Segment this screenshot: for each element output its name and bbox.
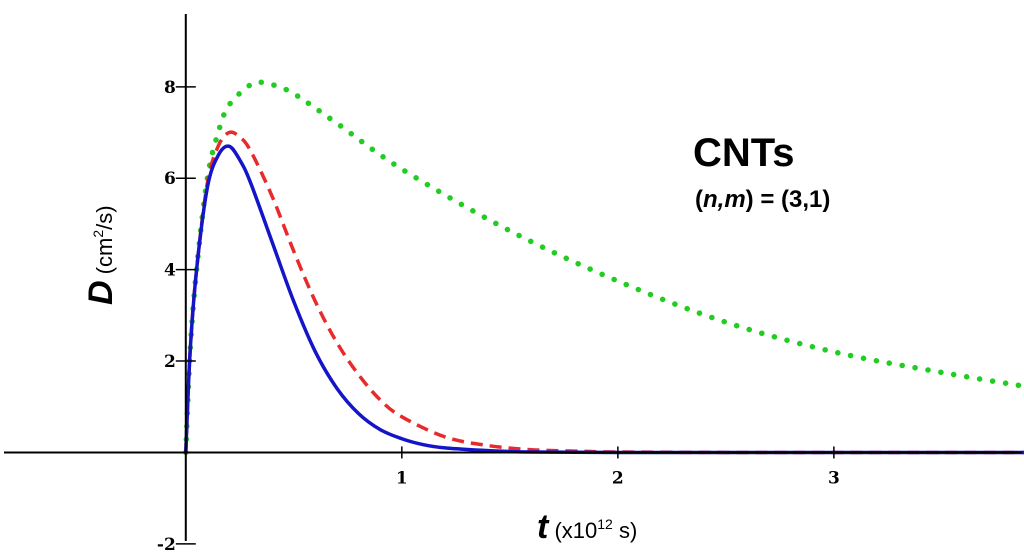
y-tick-label: 6 [164, 169, 176, 189]
y-tick-label: 4 [164, 261, 176, 281]
x-axis-unit-pre: (x10 [548, 518, 597, 543]
subtitle-eq: = (3,1) [754, 186, 831, 213]
y-axis-unit-pre: (cm [92, 238, 117, 281]
series-line-solid [184, 144, 1024, 455]
y-tick-label: -2 [157, 535, 176, 553]
subtitle-var: n,m [703, 186, 746, 213]
chart-title: CNTs [693, 131, 794, 175]
x-tick-label: 3 [828, 468, 840, 488]
y-axis-unit-post: /s) [92, 205, 117, 229]
y-tick-label: 2 [164, 352, 176, 372]
y-axis-var: D [82, 280, 120, 305]
series-line-dotted [183, 79, 1024, 456]
y-axis-label: D (cm2/s) [82, 205, 120, 305]
y-axis-unit-sup: 2 [90, 230, 106, 238]
x-axis-unit-post: s) [613, 518, 637, 543]
x-tick-label: 2 [612, 468, 624, 488]
x-tick-label: 1 [396, 468, 408, 488]
chart-subtitle: (n,m) = (3,1) [695, 186, 830, 213]
y-tick-label: 8 [164, 78, 176, 98]
x-axis-label: t (x1012 s) [537, 508, 637, 546]
x-axis-unit-sup: 12 [597, 516, 613, 532]
x-axis-var: t [537, 508, 550, 546]
series-line-dashed [184, 130, 1024, 455]
series-layer [183, 79, 1024, 456]
